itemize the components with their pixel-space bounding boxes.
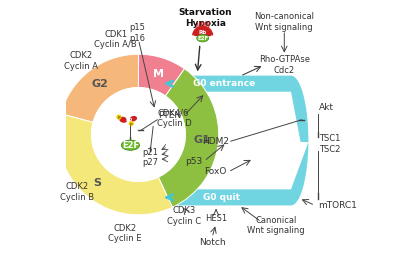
Text: CDK4/6
Cyclin D: CDK4/6 Cyclin D — [157, 109, 192, 128]
Text: Rb: Rb — [126, 117, 133, 122]
Text: Rb: Rb — [198, 30, 207, 35]
Polygon shape — [161, 92, 300, 189]
Polygon shape — [161, 142, 308, 206]
Ellipse shape — [121, 140, 140, 150]
Wedge shape — [158, 69, 219, 207]
Text: PTEN: PTEN — [158, 111, 181, 120]
Ellipse shape — [130, 116, 137, 122]
Bar — [158, 92, 291, 189]
Text: HDM2: HDM2 — [202, 137, 230, 146]
Wedge shape — [138, 54, 184, 96]
Text: CDK2
Cyclin E: CDK2 Cyclin E — [108, 224, 142, 243]
Wedge shape — [58, 114, 172, 215]
Text: Rho-GTPAse
Cdc2: Rho-GTPAse Cdc2 — [259, 55, 310, 75]
Text: Notch: Notch — [199, 238, 225, 247]
Polygon shape — [161, 76, 308, 142]
Text: Akt: Akt — [319, 103, 334, 112]
Text: G0 quit: G0 quit — [203, 193, 240, 202]
Wedge shape — [61, 54, 138, 122]
Text: CDK1
Cyclin A/B: CDK1 Cyclin A/B — [94, 30, 137, 49]
Circle shape — [92, 88, 185, 181]
Text: E2F: E2F — [122, 141, 139, 150]
Text: M: M — [152, 69, 164, 79]
Text: mTORC1: mTORC1 — [318, 201, 357, 210]
Text: p21
p27: p21 p27 — [142, 148, 158, 167]
Text: HES1: HES1 — [205, 214, 227, 223]
Text: Non-canonical
Wnt signaling: Non-canonical Wnt signaling — [254, 12, 314, 32]
Text: Canonical
Wnt signaling: Canonical Wnt signaling — [248, 216, 305, 235]
Text: CDK3
Cyclin C: CDK3 Cyclin C — [167, 206, 201, 226]
Text: S: S — [94, 178, 102, 188]
Text: TSC1
TSC2: TSC1 TSC2 — [319, 134, 340, 154]
Text: G0 entrance: G0 entrance — [193, 79, 255, 88]
Text: p: p — [118, 115, 120, 119]
Text: p: p — [130, 122, 132, 126]
Text: p15
p16: p15 p16 — [129, 23, 145, 43]
Ellipse shape — [197, 34, 209, 42]
Text: CDK2
Cyclin A: CDK2 Cyclin A — [64, 51, 98, 70]
Text: Starvation
Hypoxia: Starvation Hypoxia — [178, 8, 232, 28]
Text: CDK2
Cyclin B: CDK2 Cyclin B — [60, 182, 94, 202]
Circle shape — [129, 122, 133, 125]
Text: G2: G2 — [92, 79, 109, 89]
Ellipse shape — [119, 117, 127, 123]
Polygon shape — [195, 29, 210, 36]
Circle shape — [117, 115, 121, 119]
Polygon shape — [161, 92, 300, 189]
Text: FoxO: FoxO — [204, 168, 227, 176]
Text: p53: p53 — [186, 157, 203, 166]
Text: E2F: E2F — [197, 36, 208, 41]
Text: G1: G1 — [193, 135, 210, 145]
